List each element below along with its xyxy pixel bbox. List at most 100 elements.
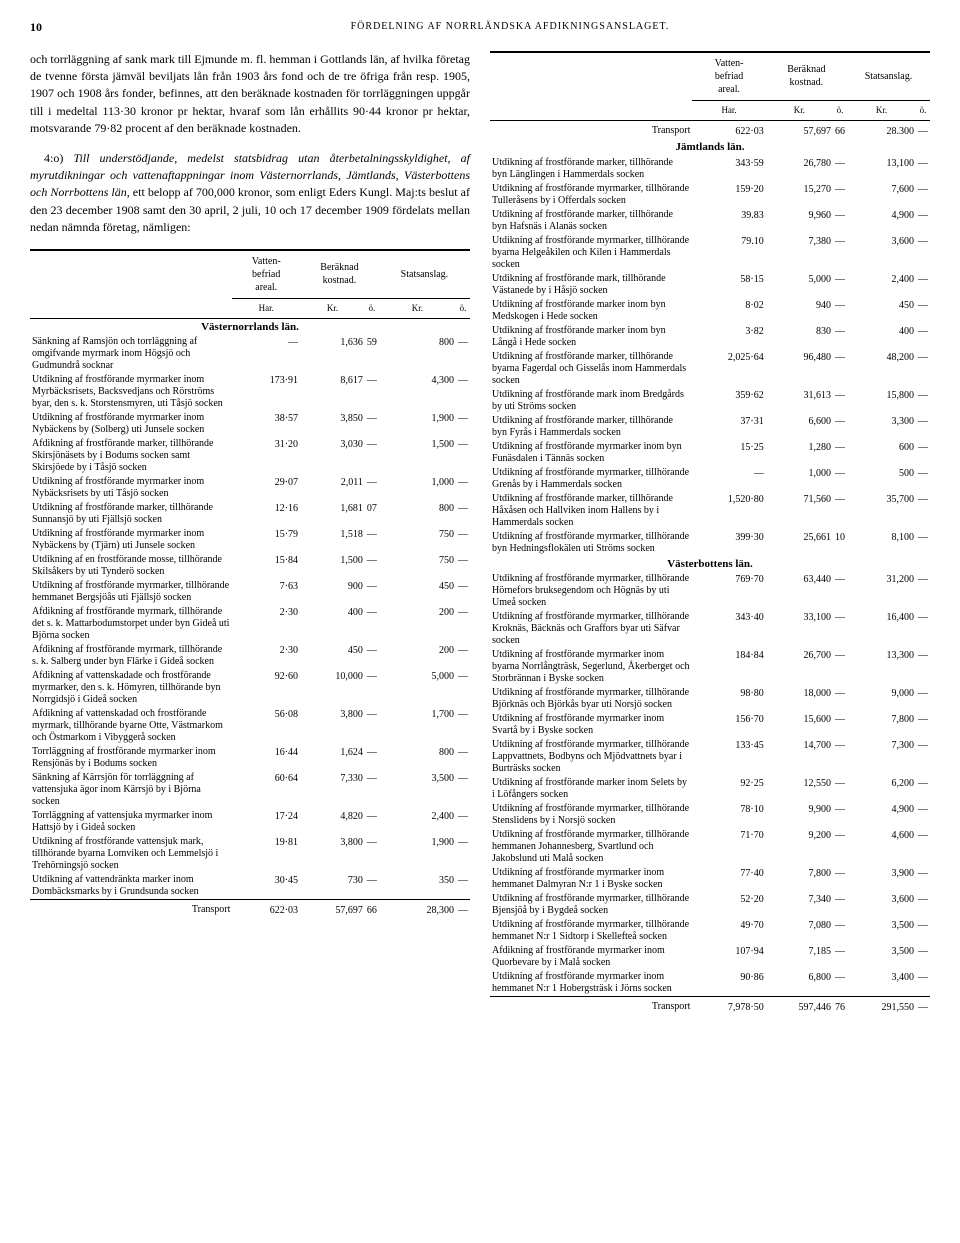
table-row: Utdikning af frostförande myrmarker, til… — [490, 234, 930, 272]
row-areal: 184·84 — [692, 648, 765, 686]
running-title: FÖRDELNING AF NORRLÄNDSKA AFDIKNINGSANSL… — [90, 20, 930, 36]
row-kr: 96,480 — [766, 350, 833, 388]
row-kr: 15,600 — [766, 712, 833, 738]
row-areal: 15·25 — [692, 440, 765, 466]
row-desc: Utdikning af frostförande myrmarker inom… — [490, 712, 692, 738]
row-anslag-ore: — — [916, 610, 930, 648]
row-ore: — — [365, 553, 379, 579]
row-anslag-ore: — — [916, 466, 930, 492]
row-kr: 9,900 — [766, 802, 833, 828]
row-areal: 92·25 — [692, 776, 765, 802]
row-ore: — — [365, 873, 379, 900]
table-row: Afdikning af frostförande myrmark, tillh… — [30, 605, 470, 643]
row-ore: — — [833, 970, 847, 997]
row-anslag: 350 — [379, 873, 456, 900]
row-ore: — — [833, 918, 847, 944]
row-areal: 156·70 — [692, 712, 765, 738]
table-row: Utdikning af frostförande myrmarker, til… — [490, 182, 930, 208]
table-row: Utdikning af frostförande myrmarker, til… — [490, 530, 930, 556]
row-anslag: 4,300 — [379, 373, 456, 411]
row-anslag-ore: — — [456, 771, 470, 809]
row-anslag-ore: — — [456, 411, 470, 437]
row-desc: Utdikning af frostförande myrmarker, til… — [490, 918, 692, 944]
table-row: Utdikning af frostförande myrmarker, til… — [490, 802, 930, 828]
col-kostnad-r: Beräknad kostnad. — [766, 52, 847, 101]
table-row: Sänkning af Ramsjön och torrläggning af … — [30, 335, 470, 373]
row-anslag: 35,700 — [847, 492, 916, 530]
col-anslag: Statsanslag. — [379, 250, 470, 299]
row-anslag: 7,600 — [847, 182, 916, 208]
table-row: Utdikning af frostförande marker, tillhö… — [490, 156, 930, 182]
row-areal: 107·94 — [692, 944, 765, 970]
row-desc: Torrläggning af vattensjuka myrmarker in… — [30, 809, 232, 835]
table-row: Utdikning af vattendränkta marker inom D… — [30, 873, 470, 900]
table-row: Utdikning af frostförande mark, tillhöra… — [490, 272, 930, 298]
row-anslag-ore: — — [916, 802, 930, 828]
page-header: 10 FÖRDELNING AF NORRLÄNDSKA AFDIKNINGSA… — [30, 20, 930, 36]
row-areal: 2,025·64 — [692, 350, 765, 388]
row-desc: Afdikning af frostförande myrmark, tillh… — [30, 643, 232, 669]
row-areal: 92·60 — [232, 669, 300, 707]
col-areal: Vatten- befriad areal. — [232, 250, 300, 299]
table-row: Afdikning af frostförande myrmark, tillh… — [30, 643, 470, 669]
row-desc: Utdikning af frostförande vattensjuk mar… — [30, 835, 232, 873]
row-desc: Afdikning af frostförande myrmarker inom… — [490, 944, 692, 970]
row-kr: 63,440 — [766, 572, 833, 610]
table-row: Afdikning af vattenskadad och frostföran… — [30, 707, 470, 745]
row-anslag: 13,100 — [847, 156, 916, 182]
row-anslag-ore: — — [456, 707, 470, 745]
row-anslag-ore: — — [916, 388, 930, 414]
row-kr: 3,800 — [300, 707, 365, 745]
row-anslag-ore: — — [916, 530, 930, 556]
row-desc: Utdikning af frostförande marker, tillhö… — [30, 501, 232, 527]
row-desc: Utdikning af frostförande marker inom Se… — [490, 776, 692, 802]
row-kr: 7,380 — [766, 234, 833, 272]
row-kr: 3,800 — [300, 835, 365, 873]
row-areal: 17·24 — [232, 809, 300, 835]
row-areal: 2·30 — [232, 605, 300, 643]
row-anslag-ore: — — [456, 527, 470, 553]
sub-kr2: Kr. — [379, 298, 456, 319]
row-anslag-ore: — — [456, 335, 470, 373]
row-kr: 71,560 — [766, 492, 833, 530]
row-kr: 730 — [300, 873, 365, 900]
row-anslag-ore: — — [456, 501, 470, 527]
row-anslag: 750 — [379, 527, 456, 553]
row-desc: Utdikning af frostförande myrmarker inom… — [30, 475, 232, 501]
row-kr: 3,850 — [300, 411, 365, 437]
row-anslag-ore: — — [916, 298, 930, 324]
row-ore: — — [833, 738, 847, 776]
row-areal: 31·20 — [232, 437, 300, 475]
row-ore: 59 — [365, 335, 379, 373]
row-ore: — — [365, 411, 379, 437]
row-anslag: 800 — [379, 501, 456, 527]
row-ore: — — [833, 182, 847, 208]
row-anslag-ore: — — [456, 745, 470, 771]
row-ore: — — [833, 712, 847, 738]
row-anslag-ore: — — [916, 892, 930, 918]
transport-label: Transport — [30, 900, 232, 918]
table-row: Torrläggning af frostförande myrmarker i… — [30, 745, 470, 771]
row-areal: 1,520·80 — [692, 492, 765, 530]
row-ore: — — [833, 944, 847, 970]
row-areal: 15·79 — [232, 527, 300, 553]
row-anslag: 3,500 — [379, 771, 456, 809]
row-desc: Utdikning af frostförande marker, tillhö… — [490, 350, 692, 388]
row-desc: Utdikning af frostförande myrmarker, til… — [490, 828, 692, 866]
row-desc: Utdikning af frostförande myrmarker, til… — [490, 610, 692, 648]
row-kr: 9,200 — [766, 828, 833, 866]
table-row: Utdikning af frostförande mark inom Bred… — [490, 388, 930, 414]
row-areal: 173·91 — [232, 373, 300, 411]
table-row: Utdikning af frostförande myrmarker, til… — [30, 579, 470, 605]
sub-o2: ö. — [456, 298, 470, 319]
row-ore: — — [365, 643, 379, 669]
paragraph-1: och torrläggning af sank mark till Ejmun… — [30, 51, 470, 138]
row-anslag-ore: — — [456, 809, 470, 835]
row-kr: 1,624 — [300, 745, 365, 771]
row-desc: Utdikning af frostförande marker inom by… — [490, 324, 692, 350]
row-anslag: 48,200 — [847, 350, 916, 388]
table-row: Utdikning af frostförande myrmarker inom… — [490, 712, 930, 738]
row-desc: Afdikning af vattenskadade och frostföra… — [30, 669, 232, 707]
row-desc: Utdikning af frostförande myrmarker, til… — [490, 182, 692, 208]
row-ore: — — [833, 686, 847, 712]
